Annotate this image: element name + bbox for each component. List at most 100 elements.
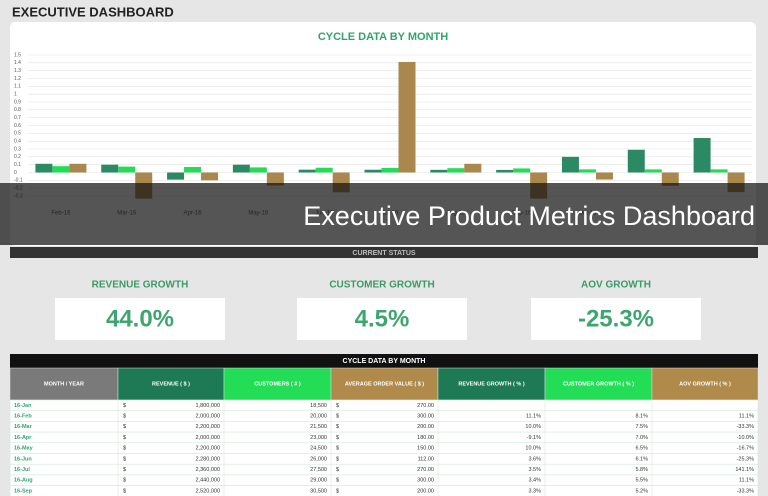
cell: 3.6% xyxy=(528,456,541,462)
cell: 16-Jul xyxy=(14,467,30,473)
kpi-card xyxy=(55,298,225,340)
bar xyxy=(661,172,679,186)
cell: -33.3% xyxy=(737,488,755,494)
bar xyxy=(266,172,284,186)
currency: $ xyxy=(123,478,126,484)
currency: $ xyxy=(123,456,126,462)
bar xyxy=(464,163,482,173)
bar xyxy=(447,168,465,173)
cell: 2,200,000 xyxy=(196,424,220,430)
column-header: AOV GROWTH ( % ) xyxy=(679,381,731,387)
header-cell xyxy=(330,367,439,401)
cell: 27,500 xyxy=(310,467,327,473)
cell: 16-May xyxy=(14,446,34,452)
banner xyxy=(0,183,768,245)
y-tick-label: -0.1 xyxy=(14,178,23,184)
bar xyxy=(398,61,416,173)
cell: 200.00 xyxy=(417,424,434,430)
cell: 10.0% xyxy=(525,446,541,452)
bar xyxy=(232,164,250,173)
cell: -9.1% xyxy=(527,435,541,441)
cell: 8.1% xyxy=(635,414,648,420)
status-title: CURRENT STATUS xyxy=(352,250,415,257)
bar xyxy=(69,163,87,173)
y-tick-label: 1.5 xyxy=(14,52,21,58)
cell: 16-Jun xyxy=(14,456,32,462)
bar xyxy=(627,149,645,173)
cell: 11.1% xyxy=(739,478,754,484)
y-tick-label: 1.1 xyxy=(14,84,21,90)
currency: $ xyxy=(123,424,126,430)
currency: $ xyxy=(336,456,339,462)
cell: 7.0% xyxy=(635,435,648,441)
currency: $ xyxy=(336,467,339,473)
bar xyxy=(184,167,202,173)
cell: -10.0% xyxy=(737,435,755,441)
chart-title: CYCLE DATA BY MONTH xyxy=(318,31,448,43)
cell: 5.2% xyxy=(635,488,648,494)
cell: 3.5% xyxy=(528,467,541,473)
cell: 18,500 xyxy=(310,403,327,409)
bar xyxy=(513,168,531,173)
cell: 20,000 xyxy=(310,414,327,420)
cell: 16-Jan xyxy=(14,403,32,409)
banner-text: Executive Product Metrics Dashboard xyxy=(303,201,755,231)
cell: 3.4% xyxy=(528,478,541,484)
bar xyxy=(167,172,185,180)
cell: 5.5% xyxy=(635,478,648,484)
cell: 300.00 xyxy=(417,478,434,484)
currency: $ xyxy=(336,424,339,430)
bar xyxy=(496,169,514,173)
header-cell xyxy=(223,367,332,401)
bar xyxy=(561,156,579,173)
cell: 141.1% xyxy=(735,467,754,473)
cell: 270.00 xyxy=(417,467,434,473)
cell: 23,000 xyxy=(310,435,327,441)
bar xyxy=(578,169,596,173)
kpi-card xyxy=(531,298,701,340)
column-header: AVERAGE ORDER VALUE ( $ ) xyxy=(345,381,424,387)
header-cell xyxy=(544,367,653,401)
cell: 16-Feb xyxy=(14,414,32,420)
currency: $ xyxy=(336,403,339,409)
bar xyxy=(52,166,70,173)
bar xyxy=(201,172,219,181)
y-tick-label: 0.3 xyxy=(14,146,21,152)
currency: $ xyxy=(336,414,339,420)
bar xyxy=(118,166,136,173)
y-tick-label: 1.3 xyxy=(14,68,21,74)
cell: -16.7% xyxy=(737,446,755,452)
y-tick-label: 0 xyxy=(14,170,17,176)
bar xyxy=(644,169,662,173)
bar xyxy=(595,172,613,180)
y-tick-label: 0.7 xyxy=(14,115,21,121)
y-tick-label: 0.1 xyxy=(14,162,21,168)
bar xyxy=(710,169,728,173)
cell: 16-Aug xyxy=(14,478,33,484)
kpi-label: CUSTOMER GROWTH xyxy=(329,280,434,291)
y-tick-label: 1.2 xyxy=(14,76,21,82)
cell: 6.5% xyxy=(635,446,648,452)
cell: 2,280,000 xyxy=(196,456,220,462)
bar xyxy=(315,167,333,173)
bar xyxy=(693,138,711,173)
kpi-label: AOV GROWTH xyxy=(581,280,651,291)
y-tick-label: 0.8 xyxy=(14,107,21,113)
cell: 6.1% xyxy=(635,456,648,462)
currency: $ xyxy=(123,446,126,452)
kpi-label: REVENUE GROWTH xyxy=(92,280,189,291)
y-tick-label: 0.4 xyxy=(14,138,21,144)
cell: 1,800,000 xyxy=(196,403,220,409)
kpis: REVENUE GROWTH 44.0% CUSTOMER GROWTH 4.5% AO… xyxy=(55,280,701,340)
y-tick-label: 0.2 xyxy=(14,154,21,160)
cell: 150.00 xyxy=(417,446,434,452)
cell: 10.0% xyxy=(525,424,541,430)
cell: 3.3% xyxy=(528,488,541,494)
cell: 2,520,000 xyxy=(196,488,220,494)
cell: 21,500 xyxy=(310,424,327,430)
kpi-value: -25.3% xyxy=(578,305,654,332)
y-tick-label: 0.9 xyxy=(14,99,21,105)
column-header: CUSTOMERS ( # ) xyxy=(254,381,301,387)
